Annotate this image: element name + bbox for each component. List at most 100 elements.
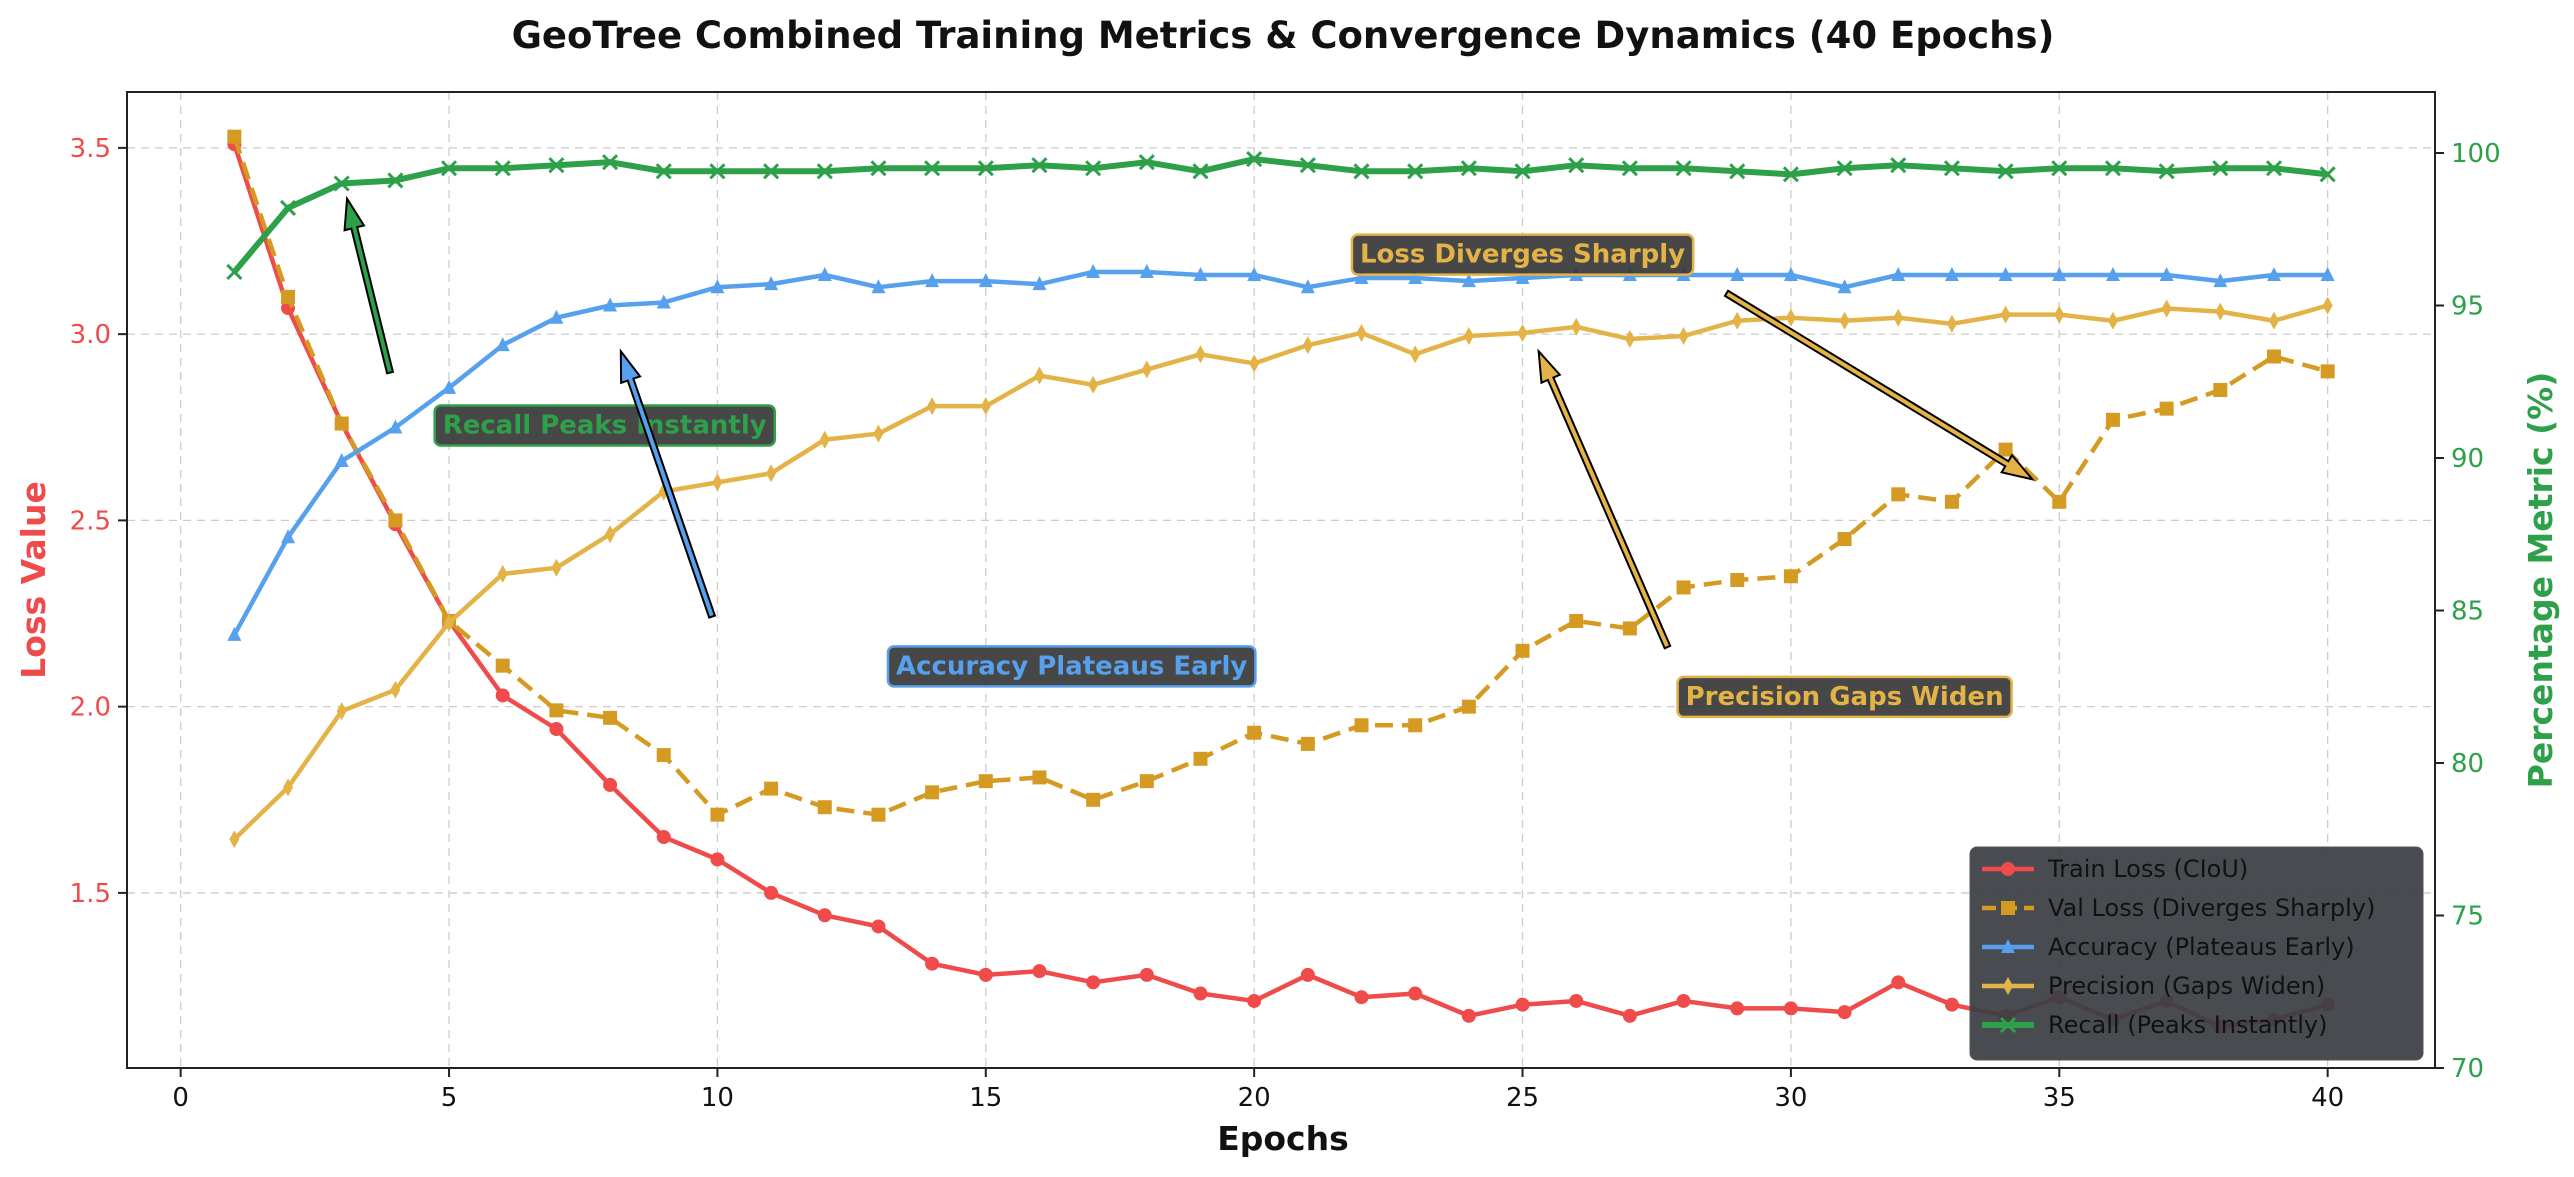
data-point (1515, 270, 1530, 285)
data-point (1783, 569, 1798, 584)
x-marker-stroke (440, 160, 458, 177)
data-point (227, 129, 242, 144)
x-marker-stroke (2212, 160, 2229, 177)
data-point (602, 154, 619, 171)
plot-frame (126, 91, 2436, 1069)
data-point (1086, 263, 1101, 278)
data-point (1461, 699, 1476, 714)
data-point (1410, 345, 1421, 364)
data-point (980, 397, 991, 416)
annotation-box (1676, 675, 2013, 719)
y-right-tick-label: 70 (2451, 1054, 2484, 1084)
y-left-tick-label: 2.5 (70, 506, 111, 536)
data-point (2266, 267, 2281, 281)
data-point (1571, 317, 1582, 336)
data-point (2266, 349, 2281, 364)
data-point (2265, 160, 2283, 177)
data-point (2054, 305, 2065, 324)
x-marker-stroke (602, 154, 619, 171)
data-point (2051, 160, 2068, 177)
legend-box (1969, 846, 2424, 1061)
annotation-box (1350, 233, 1695, 276)
data-point (1086, 975, 1101, 990)
data-point (924, 160, 941, 177)
data-point (2268, 311, 2279, 330)
legend-entry: Recall (Peaks Instantly) (1982, 1011, 2327, 1039)
data-point (978, 967, 993, 982)
data-point (551, 558, 562, 577)
x-tick-label: 10 (701, 1083, 734, 1113)
y-right-tick-label: 75 (2451, 902, 2484, 932)
x-marker-stroke (870, 160, 887, 177)
data-point (816, 163, 833, 180)
annotation-box (886, 645, 1257, 688)
data-point (2052, 267, 2067, 281)
x-marker-stroke (333, 175, 350, 192)
data-point (2213, 383, 2228, 398)
legend-entry: Val Loss (Diverges Sharply) (1982, 894, 2375, 922)
x-tick-label: 30 (1774, 1083, 1807, 1113)
data-point (2104, 160, 2122, 177)
x-marker-stroke (1836, 160, 1853, 177)
data-point (1193, 986, 1208, 1001)
data-point (1463, 327, 1474, 345)
data-point (764, 885, 779, 900)
data-point (2212, 160, 2229, 177)
data-point (1621, 160, 1638, 177)
legend-label: Precision (Gaps Widen) (2048, 972, 2325, 1000)
y-left-tick-label: 3.0 (70, 320, 111, 350)
data-point (2215, 302, 2226, 321)
x-marker-stroke (1031, 157, 1048, 174)
legend-entry: Train Loss (CIoU) (1982, 855, 2248, 883)
data-point (1515, 997, 1530, 1012)
data-point (2000, 305, 2011, 324)
data-point (1034, 366, 1045, 385)
x-marker-stroke (1460, 160, 1477, 177)
x-marker-stroke (1407, 163, 1424, 180)
data-point (1568, 157, 1585, 174)
data-point (1997, 163, 2014, 180)
annotation-arrow (1537, 348, 1672, 650)
data-point (279, 199, 297, 216)
data-point (1944, 494, 1959, 509)
y-axis-right-label: Percentage Metric (%) (2521, 372, 2560, 789)
y-right-tick-label: 90 (2451, 444, 2484, 474)
x-marker-stroke (1675, 160, 1692, 177)
data-point (1195, 345, 1206, 364)
data-point (603, 297, 618, 312)
x-axis-label: Epochs (1217, 1119, 1349, 1158)
data-point (1300, 736, 1315, 751)
data-point (1192, 163, 1209, 180)
x-tick-label: 0 (172, 1083, 189, 1113)
data-point (1676, 580, 1691, 595)
annotation-4: Precision Gaps Widen (1537, 348, 2013, 719)
data-point (1354, 270, 1369, 285)
data-point (709, 163, 726, 180)
data-point (1300, 279, 1315, 294)
data-point (1407, 163, 1424, 180)
data-point (764, 276, 779, 291)
legend-label: Train Loss (CIoU) (2047, 855, 2248, 883)
data-point (2322, 296, 2333, 315)
data-point (712, 473, 723, 492)
data-point (656, 748, 671, 763)
data-point (1515, 643, 1530, 658)
data-point (333, 175, 350, 192)
series-line (232, 269, 2328, 636)
data-point (388, 513, 403, 528)
x-marker-stroke (2104, 160, 2122, 177)
y-right-tick-label: 100 (2451, 139, 2501, 169)
annotation-arrow (619, 348, 717, 619)
x-marker-stroke (1782, 166, 1799, 183)
data-point (927, 397, 938, 416)
data-point (1299, 157, 1316, 174)
data-point (226, 263, 243, 281)
y-axis-left-label: Loss Value (14, 481, 53, 679)
x-marker-stroke (1138, 154, 1155, 171)
x-marker-stroke (548, 157, 565, 174)
data-point (390, 680, 401, 699)
data-point (1998, 267, 2013, 281)
data-point (1300, 967, 1315, 982)
data-point (1946, 314, 1957, 333)
data-point (549, 309, 564, 324)
